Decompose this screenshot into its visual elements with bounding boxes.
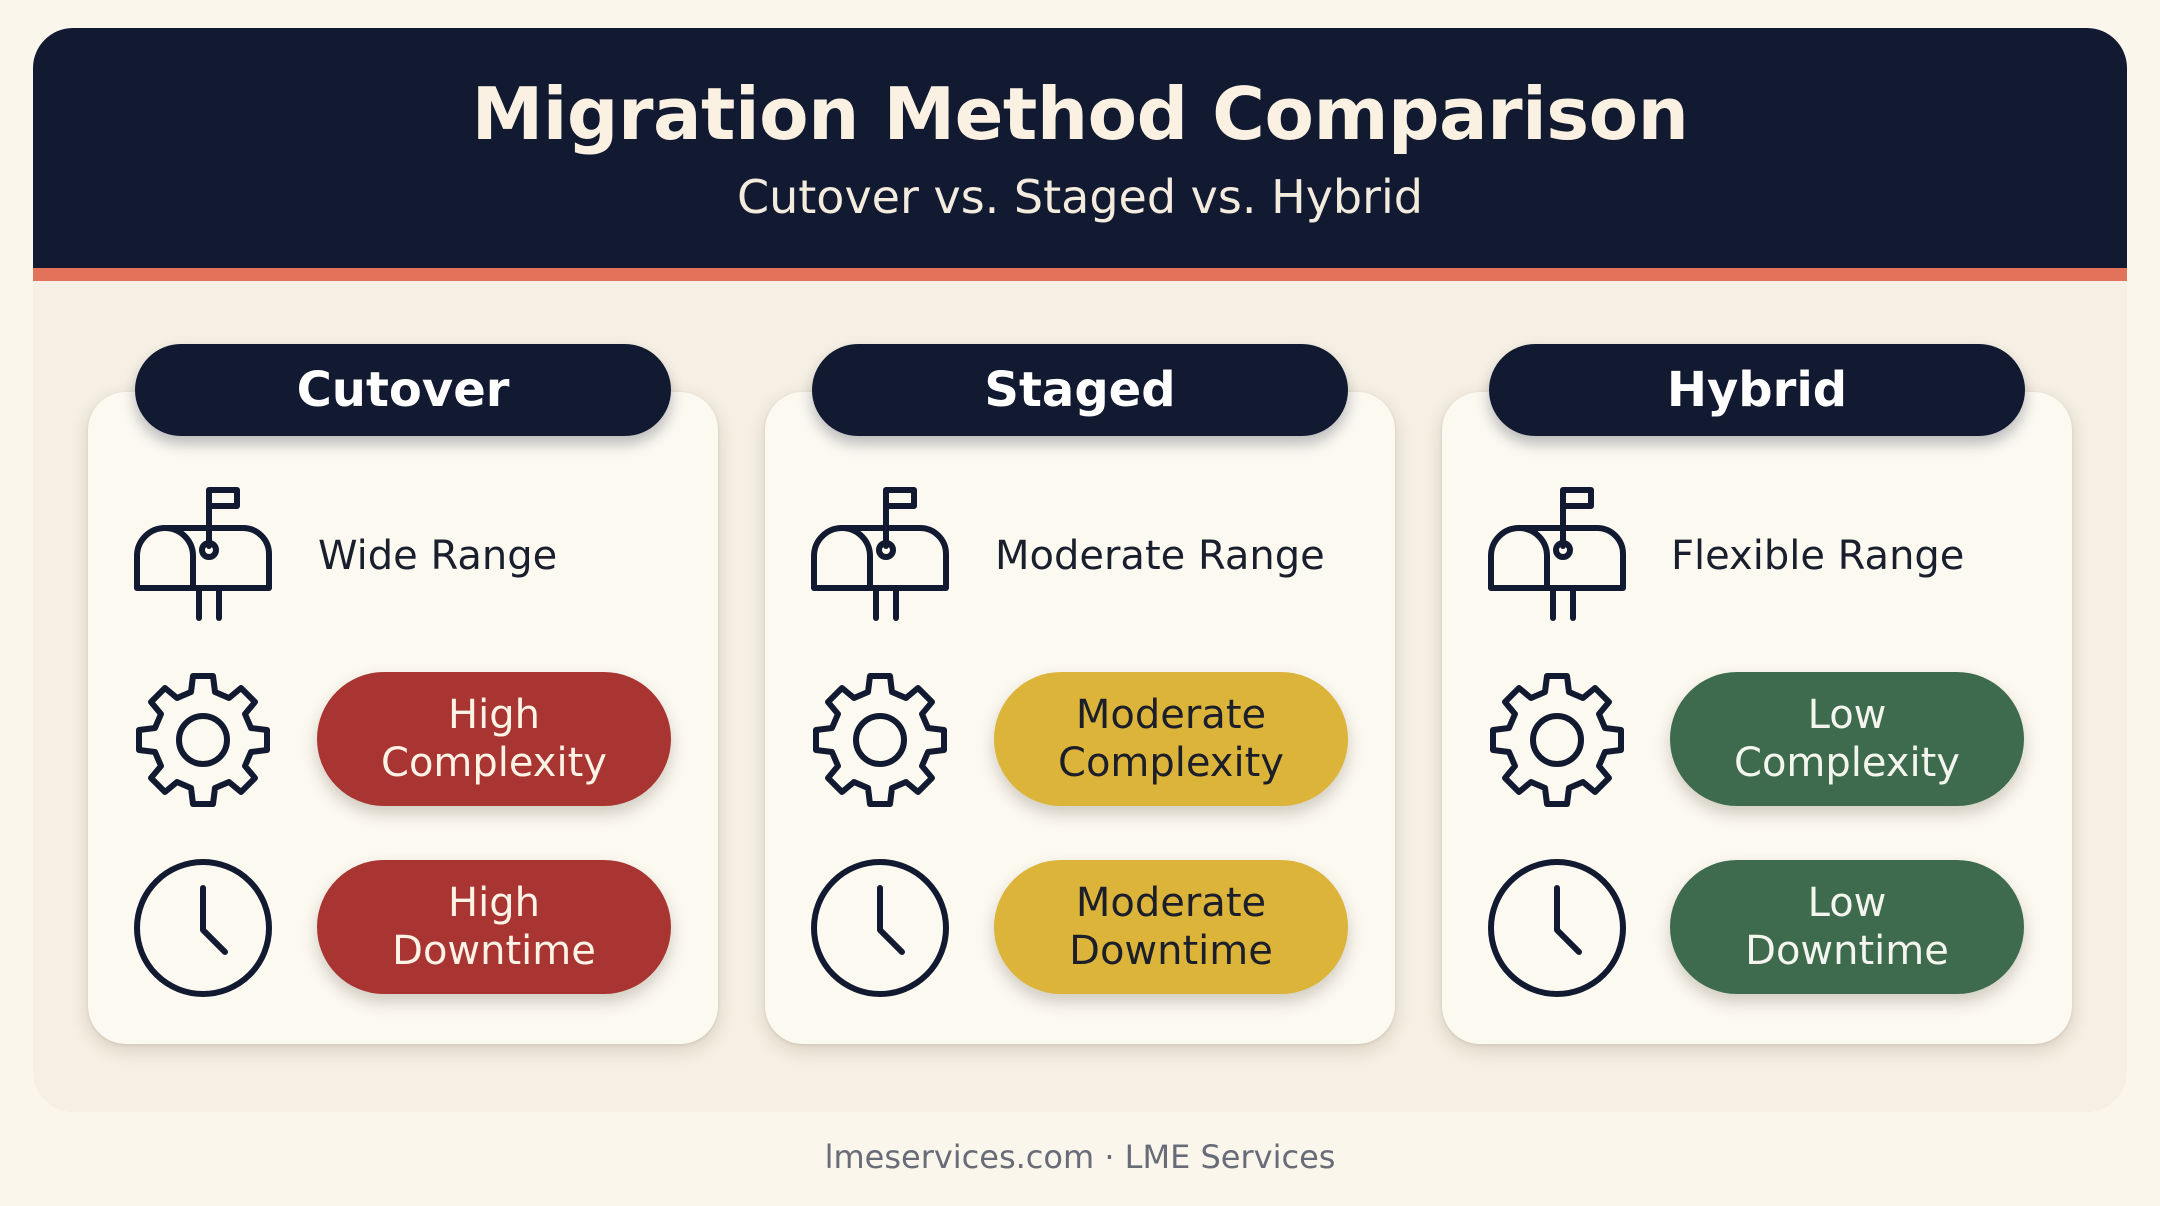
page-title: Migration Method Comparison <box>471 72 1689 156</box>
badge-line: Downtime <box>1745 928 1949 974</box>
gear-icon <box>813 673 947 807</box>
badge-line: Complexity <box>381 740 607 786</box>
range-label-staged: Moderate Range <box>995 533 1325 579</box>
badge-line: High <box>448 692 540 738</box>
badge-line: Moderate <box>1075 880 1267 926</box>
downtime-badge-staged: Moderate Downtime <box>994 860 1348 994</box>
footer-credit: lmeservices.com · LME Services <box>824 1138 1336 1176</box>
badge-line: Complexity <box>1734 740 1960 786</box>
header-banner: Migration Method Comparison Cutover vs. … <box>33 28 2127 268</box>
range-label-cutover: Wide Range <box>318 533 558 579</box>
downtime-badge-hybrid: Low Downtime <box>1670 860 2024 994</box>
badge-line: High <box>448 880 540 926</box>
complexity-badge-cutover: High Complexity <box>317 672 671 806</box>
card-title-hybrid: Hybrid <box>1489 344 2025 436</box>
header-accent-bar <box>33 268 2127 281</box>
mailbox-icon <box>1488 487 1626 621</box>
clock-icon <box>1488 859 1626 997</box>
clock-icon <box>811 859 949 997</box>
range-label-hybrid: Flexible Range <box>1671 533 1965 579</box>
page-subtitle: Cutover vs. Staged vs. Hybrid <box>736 170 1424 224</box>
mailbox-icon <box>811 487 949 621</box>
mailbox-icon <box>134 487 272 621</box>
clock-icon <box>134 859 272 997</box>
complexity-badge-hybrid: Low Complexity <box>1670 672 2024 806</box>
badge-line: Moderate <box>1075 692 1267 738</box>
card-title-staged: Staged <box>812 344 1348 436</box>
gear-icon <box>1490 673 1624 807</box>
badge-line: Complexity <box>1058 740 1284 786</box>
gear-icon <box>136 673 270 807</box>
badge-line: Downtime <box>1069 928 1273 974</box>
downtime-badge-cutover: High Downtime <box>317 860 671 994</box>
badge-line: Low <box>1807 880 1887 926</box>
card-title-cutover: Cutover <box>135 344 671 436</box>
badge-line: Low <box>1807 692 1887 738</box>
complexity-badge-staged: Moderate Complexity <box>994 672 1348 806</box>
badge-line: Downtime <box>392 928 596 974</box>
